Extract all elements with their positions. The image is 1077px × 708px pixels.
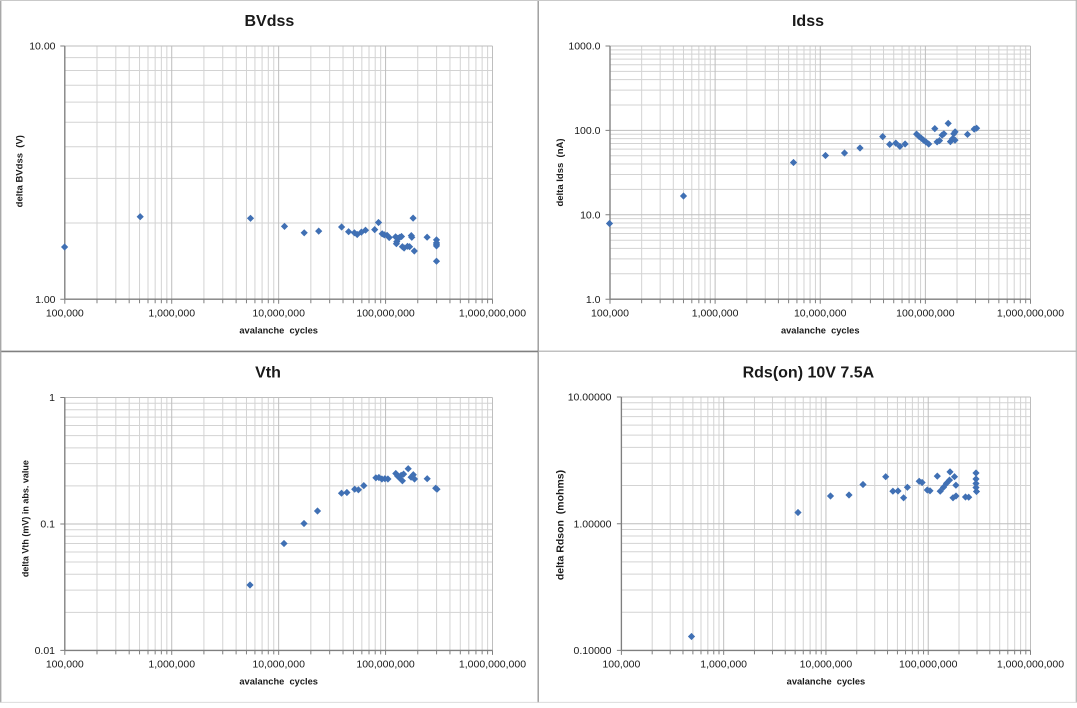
svg-text:100,000,000: 100,000,000 bbox=[356, 308, 415, 320]
svg-text:Idss: Idss bbox=[792, 13, 824, 30]
svg-text:1,000,000: 1,000,000 bbox=[700, 659, 747, 671]
svg-text:0.10000: 0.10000 bbox=[574, 645, 612, 657]
svg-text:1.00: 1.00 bbox=[35, 294, 56, 306]
svg-text:10.0: 10.0 bbox=[580, 210, 601, 222]
svg-text:1,000,000: 1,000,000 bbox=[148, 659, 195, 671]
svg-text:10,000,000: 10,000,000 bbox=[800, 659, 853, 671]
svg-text:1,000,000,000: 1,000,000,000 bbox=[997, 308, 1064, 320]
svg-text:0.01: 0.01 bbox=[35, 645, 56, 657]
svg-text:10.00000: 10.00000 bbox=[568, 392, 612, 404]
svg-text:10,000,000: 10,000,000 bbox=[252, 659, 305, 671]
svg-text:100.0: 100.0 bbox=[574, 125, 600, 137]
svg-text:10,000,000: 10,000,000 bbox=[794, 308, 847, 320]
svg-text:delta Idss (nA): delta Idss (nA) bbox=[555, 138, 566, 206]
svg-text:Rds(on) 10V 7.5A: Rds(on) 10V 7.5A bbox=[743, 365, 875, 382]
svg-text:delta BVdss (V): delta BVdss (V) bbox=[15, 135, 26, 207]
svg-text:0.1: 0.1 bbox=[40, 519, 55, 531]
svg-text:delta Vth (mV) in abs. value: delta Vth (mV) in abs. value bbox=[20, 460, 30, 577]
svg-text:1,000,000: 1,000,000 bbox=[692, 308, 739, 320]
svg-text:100,000,000: 100,000,000 bbox=[899, 659, 958, 671]
svg-text:1,000,000,000: 1,000,000,000 bbox=[997, 659, 1064, 671]
svg-text:100,000: 100,000 bbox=[46, 308, 84, 320]
svg-text:100,000,000: 100,000,000 bbox=[896, 308, 955, 320]
svg-text:100,000: 100,000 bbox=[602, 659, 640, 671]
svg-text:1000.0: 1000.0 bbox=[568, 41, 600, 53]
svg-text:avalanche cycles: avalanche cycles bbox=[781, 326, 860, 336]
svg-text:delta Rdson (mohms): delta Rdson (mohms) bbox=[554, 470, 566, 580]
svg-text:1.0: 1.0 bbox=[586, 294, 601, 306]
svg-text:10.00: 10.00 bbox=[29, 41, 55, 53]
svg-text:Vth: Vth bbox=[255, 365, 281, 382]
svg-text:100,000,000: 100,000,000 bbox=[356, 659, 415, 671]
svg-text:BVdss: BVdss bbox=[245, 13, 295, 30]
svg-text:10,000,000: 10,000,000 bbox=[252, 308, 305, 320]
svg-text:avalanche cycles: avalanche cycles bbox=[239, 677, 318, 687]
svg-text:1,000,000,000: 1,000,000,000 bbox=[459, 308, 526, 320]
svg-text:avalanche cycles: avalanche cycles bbox=[787, 677, 866, 687]
svg-text:100,000: 100,000 bbox=[591, 308, 629, 320]
svg-text:avalanche cycles: avalanche cycles bbox=[239, 326, 318, 336]
svg-text:1: 1 bbox=[49, 392, 55, 404]
svg-text:1,000,000,000: 1,000,000,000 bbox=[459, 659, 526, 671]
svg-text:1,000,000: 1,000,000 bbox=[148, 308, 195, 320]
svg-text:100,000: 100,000 bbox=[46, 659, 84, 671]
svg-text:1.00000: 1.00000 bbox=[574, 518, 612, 530]
